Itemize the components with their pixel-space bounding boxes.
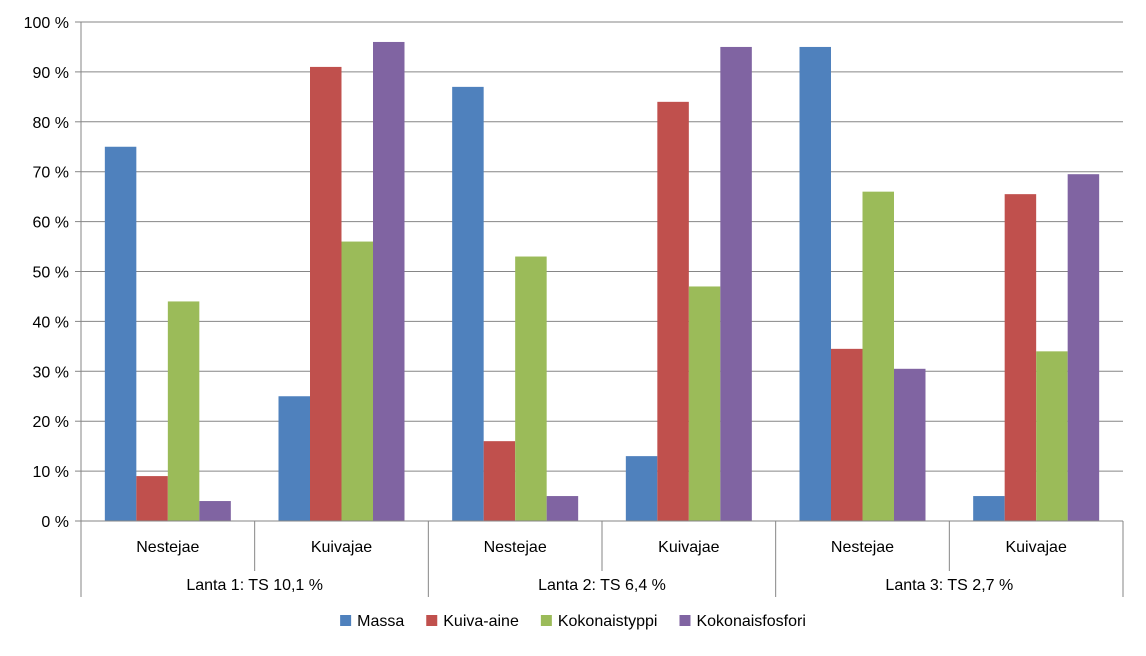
- legend: Massa Kuiva-aine Kokonaistyppi Kokonaisfosf…: [340, 613, 806, 630]
- bar: [799, 46, 831, 521]
- bar: [625, 456, 658, 521]
- legend-label: Kuiva-aine: [443, 613, 519, 630]
- x-subcategory-label: Nestejae: [136, 539, 199, 556]
- bars: [104, 41, 1100, 522]
- legend-swatch: [540, 615, 552, 626]
- bar: [894, 368, 926, 521]
- x-subcategory-label: Kuivajae: [658, 539, 719, 556]
- y-tick-label: 90 %: [33, 65, 69, 82]
- y-tick-label: 20 %: [33, 414, 69, 431]
- bar: [452, 86, 484, 522]
- legend-swatch: [340, 615, 352, 626]
- legend-label: Kokonaistyppi: [558, 613, 658, 630]
- bar: [483, 441, 516, 521]
- bar: [1067, 174, 1100, 521]
- x-subcategory-label: Kuivajae: [311, 539, 372, 556]
- legend-label: Kokonaisfosfori: [696, 613, 805, 630]
- x-group-label: Lanta 3: TS 2,7 %: [885, 577, 1013, 594]
- x-group-label: Lanta 1: TS 10,1 %: [186, 577, 323, 594]
- x-axis-categories: Nestejae Kuivajae Nestejae Kuivajae Nestejae…: [136, 539, 1067, 594]
- bar: [515, 256, 547, 521]
- legend-label: Massa: [357, 613, 404, 630]
- y-tick-label: 10 %: [33, 464, 69, 481]
- bar: [546, 496, 579, 521]
- y-tick-label: 70 %: [33, 165, 69, 182]
- bar: [373, 41, 405, 522]
- y-tick-label: 40 %: [33, 314, 69, 331]
- bar: [310, 66, 342, 521]
- y-tick-label: 0 %: [41, 514, 69, 531]
- bar: [862, 191, 894, 521]
- y-tick-label: 80 %: [33, 115, 69, 132]
- legend-swatch: [679, 615, 691, 626]
- bar: [688, 286, 721, 521]
- y-tick-label: 30 %: [33, 364, 69, 381]
- x-subcategory-label: Nestejae: [484, 539, 547, 556]
- bar: [278, 396, 310, 521]
- bar: [831, 348, 863, 521]
- x-subcategory-label: Nestejae: [831, 539, 894, 556]
- axes: [75, 21, 1124, 597]
- bar: [104, 146, 137, 521]
- bar: [1036, 351, 1068, 521]
- x-group-label: Lanta 2: TS 6,4 %: [538, 577, 666, 594]
- y-tick-label: 50 %: [33, 265, 69, 282]
- bar: [199, 501, 231, 521]
- y-tick-label: 60 %: [33, 215, 69, 232]
- bar: [136, 476, 168, 521]
- bar: [167, 301, 200, 521]
- gridlines: [81, 21, 1123, 472]
- x-subcategory-label: Kuivajae: [1005, 539, 1066, 556]
- bar: [720, 46, 752, 521]
- bar: [973, 496, 1005, 521]
- y-axis-ticks: 0 % 10 % 20 % 30 % 40 % 50 % 60 % 70 % 80 % 90 % 1…: [24, 15, 69, 531]
- legend-swatch: [426, 615, 438, 626]
- bar: [1004, 194, 1037, 521]
- bar: [341, 241, 373, 521]
- y-tick-label: 100 %: [24, 15, 69, 32]
- bar: [657, 101, 689, 521]
